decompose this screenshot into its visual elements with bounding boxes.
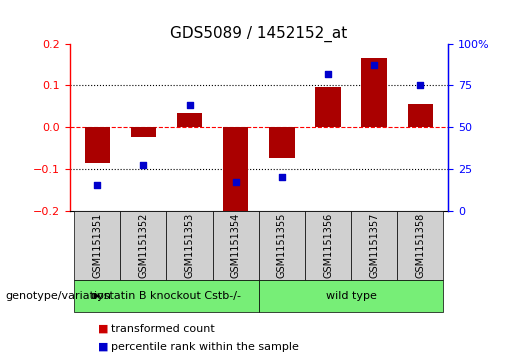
Text: GSM1151352: GSM1151352: [139, 213, 148, 278]
Text: wild type: wild type: [325, 291, 376, 301]
Bar: [166, 211, 213, 280]
Bar: [397, 211, 443, 280]
Bar: [74, 211, 121, 280]
Text: ■: ■: [98, 323, 108, 334]
Text: GSM1151358: GSM1151358: [416, 213, 425, 278]
Text: GSM1151351: GSM1151351: [92, 213, 102, 278]
Point: [370, 62, 379, 68]
Text: GSM1151357: GSM1151357: [369, 213, 379, 278]
Text: percentile rank within the sample: percentile rank within the sample: [111, 342, 299, 352]
Bar: [362, 58, 387, 127]
Point: [93, 183, 101, 188]
Bar: [259, 280, 443, 312]
Bar: [177, 113, 202, 127]
Point: [416, 82, 424, 88]
Text: GSM1151353: GSM1151353: [184, 213, 195, 278]
Bar: [269, 127, 295, 158]
Text: GSM1151354: GSM1151354: [231, 213, 241, 278]
Point: [139, 163, 147, 168]
Text: cystatin B knockout Cstb-/-: cystatin B knockout Cstb-/-: [92, 291, 242, 301]
Text: ■: ■: [98, 342, 108, 352]
Bar: [305, 211, 351, 280]
Bar: [315, 87, 341, 127]
Bar: [223, 127, 248, 213]
Text: transformed count: transformed count: [111, 323, 214, 334]
Point: [278, 174, 286, 180]
Point: [232, 179, 240, 185]
Bar: [84, 127, 110, 163]
Text: GSM1151356: GSM1151356: [323, 213, 333, 278]
Title: GDS5089 / 1452152_at: GDS5089 / 1452152_at: [170, 26, 348, 42]
Point: [185, 102, 194, 108]
Point: [324, 71, 332, 77]
Bar: [131, 127, 156, 138]
Bar: [408, 104, 433, 127]
Bar: [74, 280, 259, 312]
Bar: [213, 211, 259, 280]
Bar: [121, 211, 166, 280]
Bar: [351, 211, 397, 280]
Bar: [259, 211, 305, 280]
Text: GSM1151355: GSM1151355: [277, 213, 287, 278]
Text: genotype/variation: genotype/variation: [5, 291, 111, 301]
